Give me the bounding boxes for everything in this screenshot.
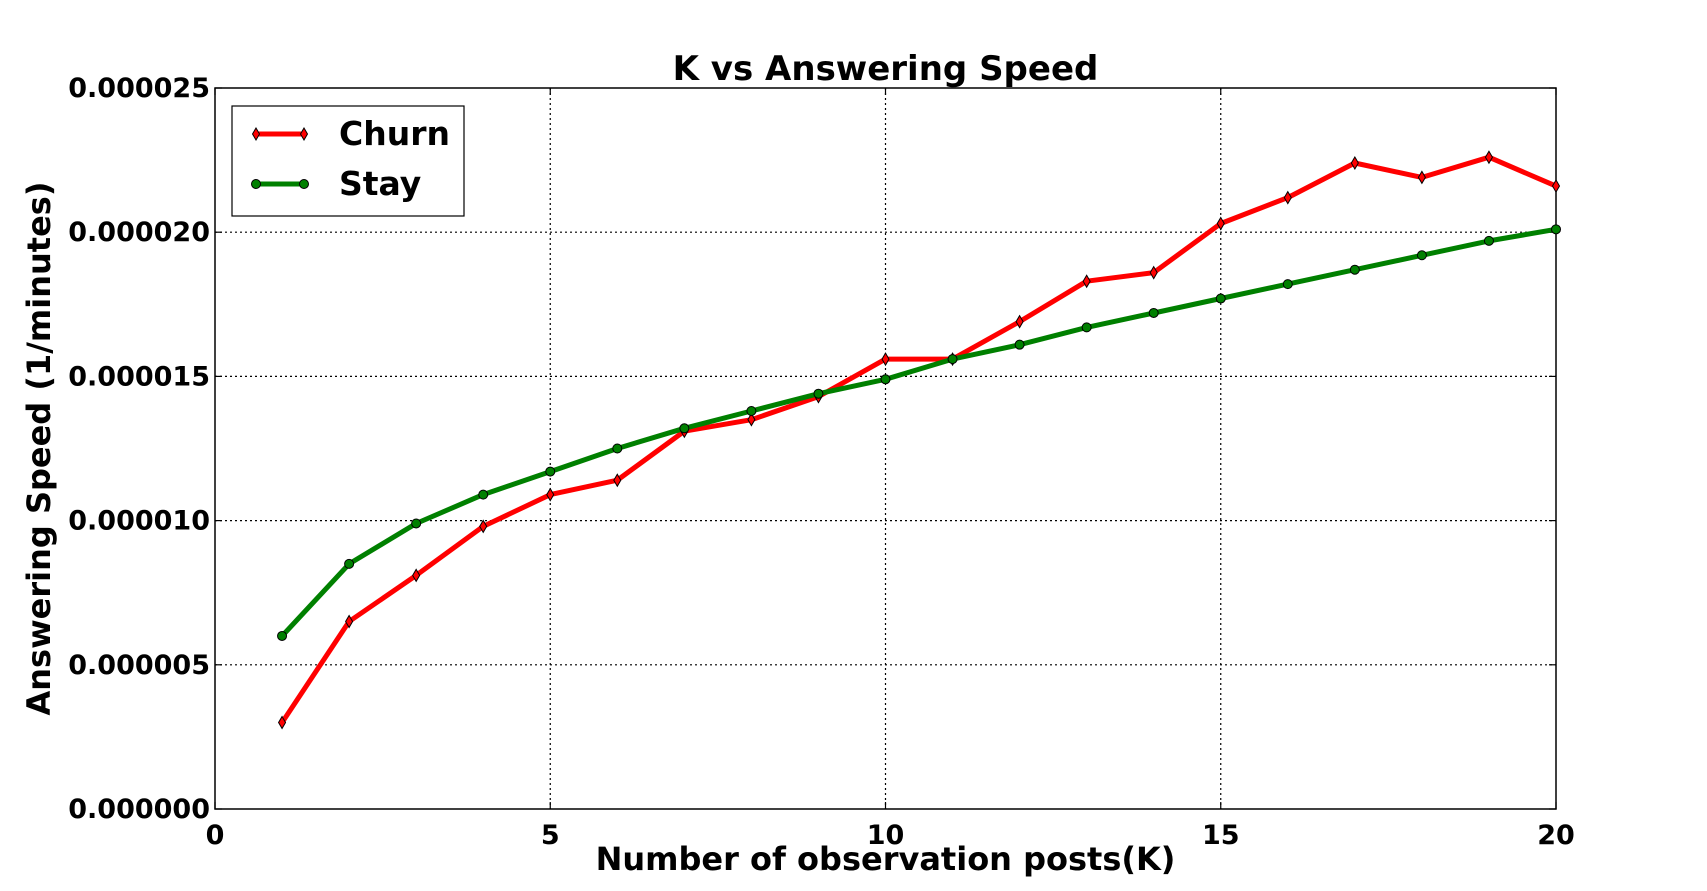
series-churn-marker xyxy=(881,352,890,367)
series-stay-marker xyxy=(1014,339,1025,350)
tick-layer: 0 5 10 15 20 0.000000 0.000005 0.000010 0.000015… xyxy=(68,73,1575,851)
series-churn-marker xyxy=(546,487,555,502)
y-tick-label: 0.000020 xyxy=(68,217,210,248)
series-churn xyxy=(277,150,1561,730)
series-stay-marker xyxy=(1349,264,1360,275)
legend-box xyxy=(231,105,465,217)
series-churn-marker xyxy=(1149,265,1158,280)
y-tick-label: 0.000000 xyxy=(68,794,210,825)
series-churn-marker xyxy=(613,473,622,488)
series-churn-marker xyxy=(479,519,488,534)
series-churn-marker xyxy=(1417,170,1426,185)
legend-stay-end-marker xyxy=(299,179,309,189)
series-churn-marker xyxy=(1082,274,1091,289)
legend-entries: Churn Stay xyxy=(251,114,450,203)
x-tick-label: 15 xyxy=(1202,820,1240,851)
legend-churn-start-marker xyxy=(251,127,261,141)
series-stay-marker xyxy=(1282,279,1293,290)
legend-churn-end-marker xyxy=(299,127,309,141)
x-axis-label: Number of observation posts(K) xyxy=(596,840,1176,878)
legend-stay-start-marker xyxy=(251,179,261,189)
series-churn-marker xyxy=(412,568,421,583)
series-stay-line xyxy=(280,226,1557,638)
y-axis-label: Answering Speed (1/minutes) xyxy=(20,182,58,716)
series-stay-marker xyxy=(1148,307,1159,318)
series-churn-marker xyxy=(1283,190,1292,205)
x-tick-label: 20 xyxy=(1537,820,1575,851)
series-stay-marker xyxy=(478,489,489,500)
legend-churn-label: Churn xyxy=(339,114,450,153)
series-stay-marker xyxy=(612,443,623,454)
series-stay-marker xyxy=(679,423,690,434)
series-stay-marker xyxy=(277,630,288,641)
series-stay-marker xyxy=(545,466,556,477)
series-layer xyxy=(277,150,1561,730)
series-churn-marker xyxy=(277,715,287,730)
y-tick-label: 0.000015 xyxy=(68,361,210,392)
series-stay-marker xyxy=(1416,250,1427,261)
series-stay xyxy=(277,224,1561,641)
series-stay-marker xyxy=(1215,293,1226,304)
series-churn-marker xyxy=(1015,314,1024,329)
x-tick-label: 10 xyxy=(867,820,905,851)
legend: Churn Stay xyxy=(231,105,465,217)
series-stay-marker xyxy=(746,406,757,417)
series-stay-marker xyxy=(947,354,958,365)
series-stay-marker xyxy=(1081,322,1092,333)
y-tick-label: 0.000010 xyxy=(68,506,210,537)
series-churn-marker xyxy=(1484,150,1494,165)
x-tick-label: 5 xyxy=(541,820,560,851)
series-stay-marker xyxy=(344,558,355,569)
series-churn-marker xyxy=(1350,155,1359,170)
series-churn-marker xyxy=(1551,179,1561,194)
series-churn-marker xyxy=(747,412,756,427)
y-tick-label: 0.000005 xyxy=(68,650,210,681)
series-stay-marker xyxy=(1483,235,1494,246)
series-stay-marker xyxy=(411,518,422,529)
series-stay-marker xyxy=(880,374,891,385)
series-stay-marker xyxy=(813,388,824,399)
series-stay-marker xyxy=(1551,224,1561,235)
series-churn-line xyxy=(280,154,1557,724)
chart-title: K vs Answering Speed xyxy=(673,49,1099,89)
x-tick-label: 0 xyxy=(206,820,225,851)
series-churn-marker xyxy=(1216,216,1225,231)
y-tick-label: 0.000025 xyxy=(68,73,210,104)
series-churn-marker xyxy=(345,614,354,629)
legend-stay-label: Stay xyxy=(339,164,421,203)
